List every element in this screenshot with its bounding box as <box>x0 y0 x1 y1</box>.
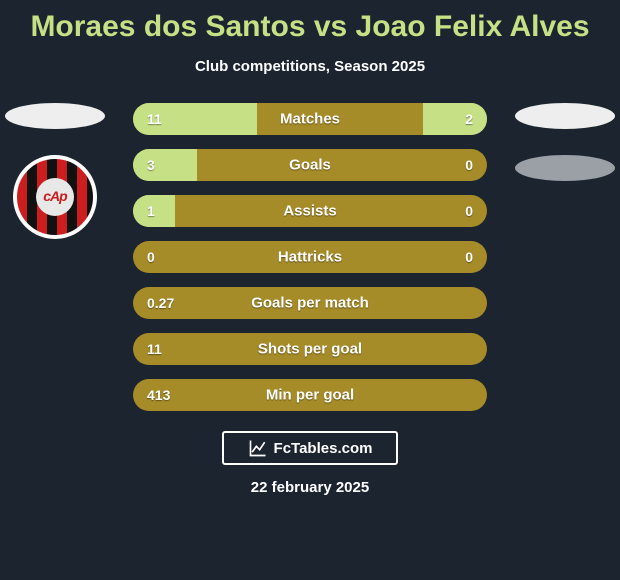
stat-label: Matches <box>280 111 340 128</box>
subtitle: Club competitions, Season 2025 <box>0 58 620 75</box>
left-player-column: cAp <box>0 103 110 239</box>
stat-row: 413 Min per goal <box>133 379 487 411</box>
stat-value-left: 0.27 <box>147 295 174 311</box>
stat-row: 11 Matches 2 <box>133 103 487 135</box>
stat-value-left: 11 <box>147 111 162 127</box>
stat-value-left: 1 <box>147 203 155 219</box>
stat-row: 3 Goals 0 <box>133 149 487 181</box>
date-text: 22 february 2025 <box>0 479 620 496</box>
stat-value-right: 0 <box>465 157 473 173</box>
club-badge-text: cAp <box>43 188 66 204</box>
stat-row: 11 Shots per goal <box>133 333 487 365</box>
stat-fill-left <box>133 149 197 181</box>
stat-row: 0.27 Goals per match <box>133 287 487 319</box>
right-player-column <box>510 103 620 207</box>
stat-fill-right <box>423 103 487 135</box>
stat-bars: 11 Matches 2 3 Goals 0 1 Assists 0 0 Hat… <box>133 103 487 411</box>
comparison-panel: cAp 11 Matches 2 3 Goals 0 1 Assists 0 <box>0 103 620 411</box>
branding-text: FcTables.com <box>274 440 373 457</box>
stat-value-left: 413 <box>147 387 170 403</box>
stat-row: 1 Assists 0 <box>133 195 487 227</box>
stat-value-left: 0 <box>147 249 155 265</box>
left-club-badge: cAp <box>13 155 97 239</box>
stat-value-right: 0 <box>465 249 473 265</box>
stat-value-left: 3 <box>147 157 155 173</box>
stat-label: Min per goal <box>266 387 354 404</box>
stat-value-right: 2 <box>465 111 473 127</box>
stat-label: Hattricks <box>278 249 342 266</box>
page-title: Moraes dos Santos vs Joao Felix Alves <box>0 0 620 44</box>
right-club-placeholder <box>515 155 615 181</box>
chart-icon <box>248 438 268 458</box>
right-player-placeholder <box>515 103 615 129</box>
stat-label: Goals per match <box>251 295 369 312</box>
stat-label: Shots per goal <box>258 341 362 358</box>
stat-label: Assists <box>283 203 336 220</box>
stat-value-left: 11 <box>147 341 162 357</box>
stat-value-right: 0 <box>465 203 473 219</box>
left-player-placeholder <box>5 103 105 129</box>
stat-label: Goals <box>289 157 331 174</box>
branding-box: FcTables.com <box>222 431 398 465</box>
stat-row: 0 Hattricks 0 <box>133 241 487 273</box>
